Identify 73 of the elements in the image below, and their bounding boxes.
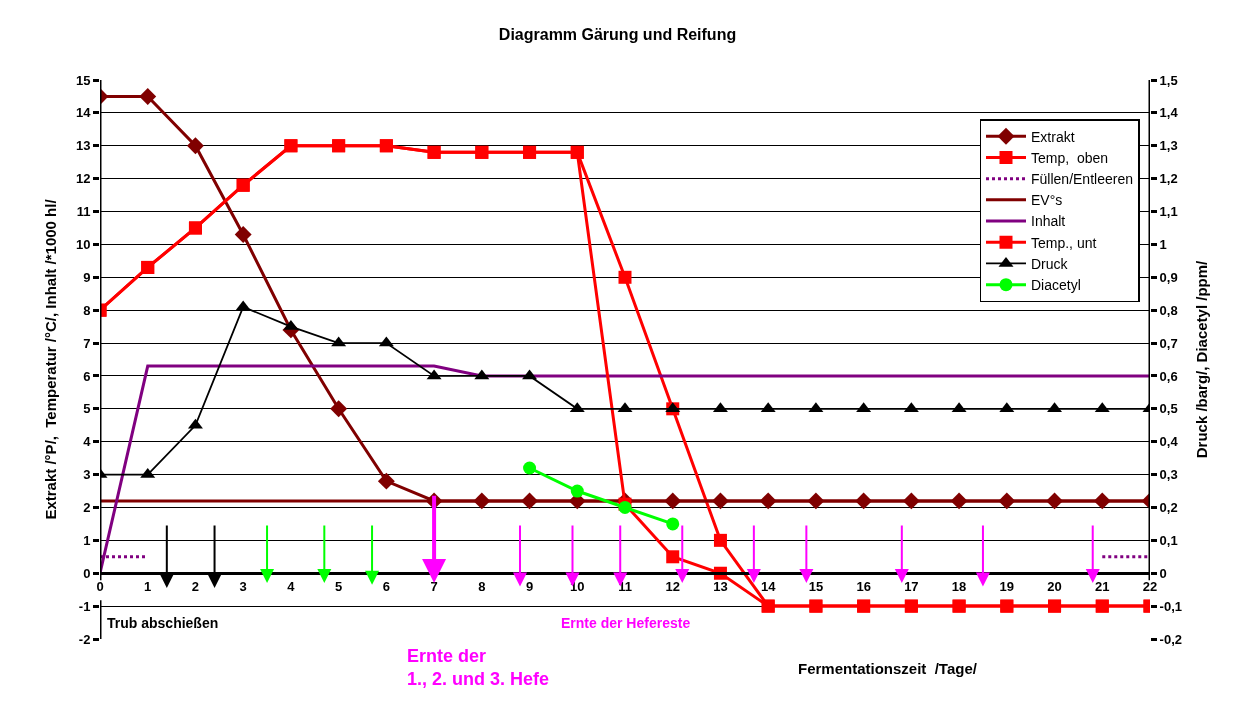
y2-tick-label: 0,6 bbox=[1159, 368, 1178, 384]
legend-label: Druck bbox=[1031, 255, 1069, 272]
x-tick-label: 1 bbox=[144, 578, 152, 594]
chart-title: Diagramm Gärung und Reifung bbox=[498, 25, 737, 43]
y2-tick-label: 1,1 bbox=[1159, 204, 1178, 220]
y-tick-label: 11 bbox=[76, 204, 91, 220]
y2-tick-label: 1,5 bbox=[1159, 72, 1178, 88]
x-tick-label: 14 bbox=[760, 578, 777, 594]
y2-tick-label: 1,4 bbox=[1159, 105, 1179, 121]
y-tick-label: 1 bbox=[83, 532, 91, 548]
y2-tick-label: 0,9 bbox=[1159, 269, 1178, 285]
legend-label: Füllen/Entleeren bbox=[1031, 171, 1133, 188]
x-axis-title: Fermentationszeit /Tage/ bbox=[798, 660, 978, 677]
x-tick-label: 0 bbox=[96, 578, 104, 594]
y2-tick-label: 0 bbox=[1159, 565, 1167, 581]
y-tick-label: 9 bbox=[83, 269, 91, 285]
y2-tick-label: 1,3 bbox=[1159, 138, 1178, 154]
x-tick-label: 10 bbox=[570, 578, 585, 594]
y-tick-label: -1 bbox=[78, 598, 91, 614]
x-tick-label: 16 bbox=[856, 578, 871, 594]
y-tick-label: -2 bbox=[78, 631, 91, 647]
legend-label: Temp., unt bbox=[1031, 234, 1097, 251]
y2-tick-label: 0,7 bbox=[1159, 335, 1178, 351]
y2-tick-label: 0,4 bbox=[1159, 434, 1179, 450]
y-tick-label: 14 bbox=[75, 105, 92, 121]
x-tick-label: 6 bbox=[382, 578, 390, 594]
y-tick-label: 6 bbox=[83, 368, 91, 384]
x-tick-label: 9 bbox=[525, 578, 534, 594]
y2-tick-label: 0,8 bbox=[1159, 302, 1178, 318]
x-tick-label: 3 bbox=[239, 578, 247, 594]
y2-tick-label: 0,1 bbox=[1159, 532, 1178, 548]
x-tick-label: 15 bbox=[808, 578, 824, 594]
y2-tick-label: 1,2 bbox=[1159, 171, 1178, 187]
legend-label: Temp, oben bbox=[1031, 149, 1109, 166]
y2-tick-label: -0,2 bbox=[1159, 631, 1183, 647]
legend-label: Inhalt bbox=[1031, 213, 1066, 230]
y2-tick-label: 0,5 bbox=[1159, 401, 1178, 417]
y-tick-label: 4 bbox=[83, 434, 92, 450]
annotation: Ernte der Hefereste bbox=[561, 615, 691, 631]
x-tick-label: 5 bbox=[335, 578, 343, 594]
y-tick-label: 5 bbox=[83, 401, 91, 417]
x-tick-label: 17 bbox=[904, 578, 919, 594]
y-axis-title: Extrakt /°P/, Temperatur /°C/, Inhalt /*1000 hl/ bbox=[42, 198, 60, 520]
x-tick-label: 8 bbox=[478, 578, 486, 594]
y2-tick-label: -0,1 bbox=[1159, 598, 1183, 614]
x-tick-label: 22 bbox=[1142, 578, 1158, 594]
legend-label: EV°s bbox=[1031, 192, 1063, 209]
y-tick-label: 12 bbox=[75, 171, 91, 187]
y-tick-label: 7 bbox=[83, 335, 91, 351]
y2-tick-label: 0,3 bbox=[1159, 467, 1178, 483]
x-tick-label: 19 bbox=[999, 578, 1015, 594]
text: Ernte der 1., 2. und 3. Hefe bbox=[407, 646, 550, 690]
x-tick-label: 12 bbox=[665, 578, 680, 594]
legend-label: Diacetyl bbox=[1031, 277, 1081, 294]
y-tick-label: 3 bbox=[83, 467, 91, 483]
x-tick-label: 18 bbox=[951, 578, 967, 594]
y-tick-label: 10 bbox=[75, 236, 91, 252]
y-tick-label: 15 bbox=[75, 72, 91, 88]
y-tick-label: 0 bbox=[83, 565, 91, 581]
x-tick-label: 13 bbox=[713, 578, 728, 594]
x-tick-label: 21 bbox=[1095, 578, 1110, 594]
y2-axis-title: Druck /barg/, Diacetyl /ppm/ bbox=[1193, 259, 1211, 459]
x-tick-label: 4 bbox=[287, 578, 296, 594]
x-tick-label: 2 bbox=[191, 578, 200, 594]
y2-tick-label: 1 bbox=[1159, 236, 1167, 252]
annotation: Trub abschießen bbox=[107, 615, 219, 631]
legend-label: Extrakt bbox=[1031, 128, 1075, 145]
y-tick-label: 8 bbox=[83, 302, 91, 318]
y-tick-label: 2 bbox=[83, 500, 91, 516]
x-tick-label: 7 bbox=[430, 578, 438, 594]
y2-tick-label: 0,2 bbox=[1159, 500, 1178, 516]
y-tick-label: 13 bbox=[75, 138, 91, 154]
x-tick-label: 20 bbox=[1047, 578, 1062, 594]
